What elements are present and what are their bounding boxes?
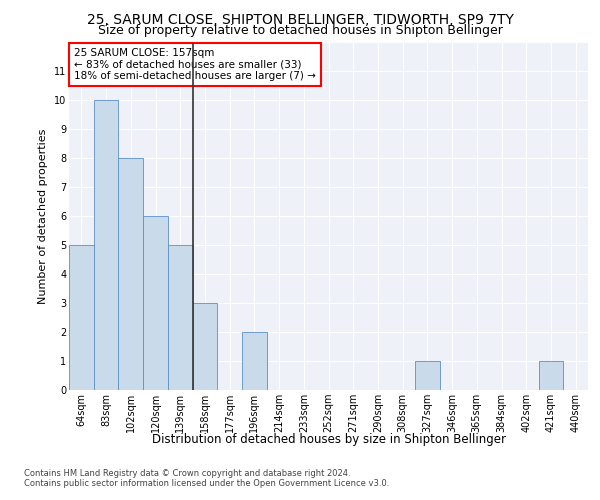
Y-axis label: Number of detached properties: Number of detached properties <box>38 128 49 304</box>
Bar <box>94 100 118 390</box>
Bar <box>168 245 193 390</box>
Text: Contains HM Land Registry data © Crown copyright and database right 2024.: Contains HM Land Registry data © Crown c… <box>24 469 350 478</box>
Bar <box>143 216 168 390</box>
Text: 25 SARUM CLOSE: 157sqm
← 83% of detached houses are smaller (33)
18% of semi-det: 25 SARUM CLOSE: 157sqm ← 83% of detached… <box>74 48 316 81</box>
Bar <box>118 158 143 390</box>
Bar <box>415 361 440 390</box>
Text: Distribution of detached houses by size in Shipton Bellinger: Distribution of detached houses by size … <box>152 432 506 446</box>
Text: 25, SARUM CLOSE, SHIPTON BELLINGER, TIDWORTH, SP9 7TY: 25, SARUM CLOSE, SHIPTON BELLINGER, TIDW… <box>86 12 514 26</box>
Text: Contains public sector information licensed under the Open Government Licence v3: Contains public sector information licen… <box>24 479 389 488</box>
Text: Size of property relative to detached houses in Shipton Bellinger: Size of property relative to detached ho… <box>98 24 502 37</box>
Bar <box>242 332 267 390</box>
Bar <box>539 361 563 390</box>
Bar <box>69 245 94 390</box>
Bar <box>193 303 217 390</box>
